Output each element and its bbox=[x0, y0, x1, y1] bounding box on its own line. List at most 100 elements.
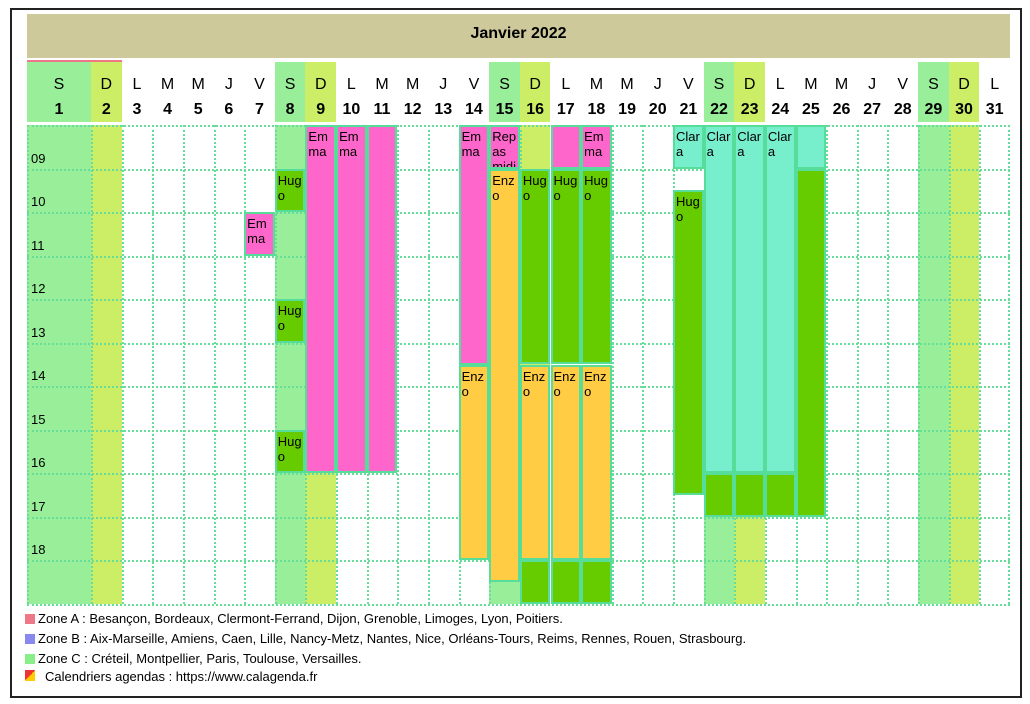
event: Clara bbox=[764, 125, 796, 474]
day-letter: M bbox=[405, 76, 420, 93]
day-letter: D bbox=[958, 76, 970, 93]
event: Clara bbox=[703, 125, 735, 474]
day-number: 22 bbox=[710, 101, 728, 118]
event: Hugo bbox=[274, 299, 306, 343]
day-number: 20 bbox=[648, 101, 667, 118]
day-letter: M bbox=[160, 76, 175, 93]
legend-text: Zone A : Besançon, Bordeaux, Clermont-Fe… bbox=[38, 611, 563, 626]
weekend-column bbox=[91, 125, 122, 604]
day-number: 26 bbox=[832, 101, 851, 118]
day-letter: M bbox=[375, 76, 389, 93]
weekend-header bbox=[519, 62, 551, 122]
event bbox=[795, 168, 827, 517]
day-number: 25 bbox=[801, 101, 820, 118]
day-letter: L bbox=[990, 76, 1000, 93]
grid-line bbox=[244, 125, 247, 604]
event: Emma bbox=[244, 212, 275, 256]
hour-label: 18 bbox=[31, 542, 46, 558]
event bbox=[581, 560, 612, 604]
grid-line bbox=[121, 125, 124, 604]
grid-line bbox=[887, 125, 890, 604]
zone-stripe bbox=[27, 60, 122, 63]
day-number: 13 bbox=[434, 101, 453, 118]
grid-line bbox=[27, 125, 29, 604]
event bbox=[519, 560, 551, 604]
day-number: 10 bbox=[342, 101, 361, 118]
weekend-header bbox=[305, 62, 337, 122]
day-number: 1 bbox=[54, 101, 64, 118]
grid-line bbox=[642, 125, 645, 604]
event bbox=[366, 125, 398, 474]
hour-label: 17 bbox=[31, 498, 46, 514]
event bbox=[550, 125, 582, 169]
event: Enzo bbox=[550, 364, 582, 561]
day-number: 21 bbox=[679, 101, 698, 118]
event: Emma bbox=[581, 125, 612, 169]
title: Janvier 2022 bbox=[27, 14, 1010, 58]
day-letter: V bbox=[254, 76, 265, 93]
day-number: 29 bbox=[924, 101, 943, 118]
day-number: 28 bbox=[893, 101, 912, 118]
grid-line bbox=[979, 125, 982, 604]
event: Enzo bbox=[458, 364, 490, 561]
day-number: 30 bbox=[955, 101, 973, 118]
day-letter: J bbox=[224, 76, 233, 93]
event: Hugo bbox=[581, 168, 612, 365]
day-number: 3 bbox=[132, 101, 142, 118]
event: Hugo bbox=[274, 168, 306, 213]
day-number: 5 bbox=[193, 101, 203, 118]
grid-line bbox=[397, 125, 400, 604]
grid-line bbox=[918, 125, 921, 604]
event: Repas midi bbox=[489, 125, 520, 169]
day-number: 17 bbox=[556, 101, 575, 118]
event bbox=[764, 473, 796, 517]
event: Enzo bbox=[489, 168, 520, 583]
event: Enzo bbox=[519, 364, 551, 561]
day-number: 19 bbox=[618, 101, 636, 118]
grid-line bbox=[856, 125, 859, 604]
frame bbox=[10, 8, 1022, 698]
footer-icon bbox=[25, 670, 35, 681]
grid-line bbox=[1008, 125, 1010, 604]
hour-label: 14 bbox=[31, 368, 46, 384]
day-letter: D bbox=[743, 76, 756, 93]
day-letter: S bbox=[928, 76, 939, 93]
weekend-header bbox=[918, 62, 949, 122]
day-number: 27 bbox=[863, 101, 882, 118]
day-letter: V bbox=[897, 76, 909, 93]
weekend-header bbox=[274, 62, 306, 122]
hour-label: 12 bbox=[31, 281, 46, 297]
grid-line bbox=[274, 125, 277, 604]
day-letter: L bbox=[346, 76, 356, 93]
event: Clara bbox=[734, 125, 765, 474]
day-letter: S bbox=[499, 76, 510, 93]
day-letter: L bbox=[561, 76, 571, 93]
day-number: 14 bbox=[465, 101, 483, 118]
event: Hugo bbox=[519, 168, 551, 365]
grid-line bbox=[427, 125, 430, 604]
day-letter: S bbox=[713, 76, 725, 93]
day-number: 11 bbox=[373, 101, 391, 118]
weekend-column bbox=[948, 125, 980, 604]
event bbox=[734, 473, 765, 517]
grid-line bbox=[27, 604, 1010, 606]
day-letter: M bbox=[804, 76, 818, 93]
grid-line bbox=[182, 125, 185, 604]
hour-label: 09 bbox=[31, 150, 46, 166]
legend-swatch bbox=[25, 634, 35, 644]
hour-label: 10 bbox=[31, 194, 46, 210]
day-letter: J bbox=[653, 76, 662, 93]
day-number: 6 bbox=[224, 101, 234, 118]
grid-line bbox=[611, 125, 614, 604]
event bbox=[795, 125, 827, 169]
day-number: 23 bbox=[740, 101, 759, 118]
day-number: 2 bbox=[101, 101, 111, 118]
day-letter: D bbox=[100, 76, 113, 93]
event: Clara bbox=[673, 125, 704, 169]
weekend-column bbox=[27, 125, 91, 604]
hour-label: 11 bbox=[31, 237, 45, 253]
day-letter: J bbox=[439, 76, 448, 93]
day-letter: S bbox=[284, 76, 296, 93]
legend-swatch bbox=[25, 614, 35, 624]
day-number: 31 bbox=[985, 101, 1004, 118]
